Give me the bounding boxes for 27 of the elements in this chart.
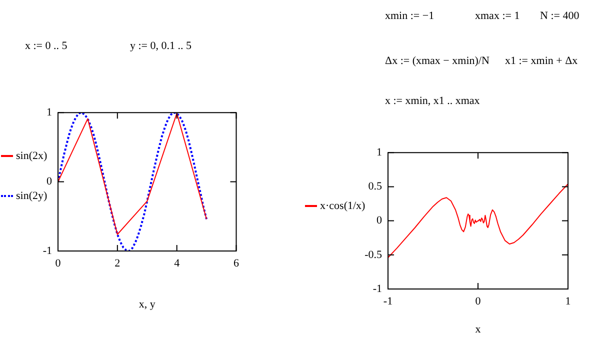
y-tick-label: 0 — [376, 214, 382, 227]
text: xmax := 1 — [475, 10, 520, 22]
text: xmin := −1 — [385, 10, 434, 22]
x-tick-label: 0 — [475, 295, 482, 308]
x-tick-label: 4 — [174, 257, 180, 270]
y-tick-label: -1 — [42, 244, 52, 257]
legend-label: x·cos(1/x) — [320, 200, 366, 212]
text: Δx := (xmax − xmin)/N — [385, 55, 490, 67]
y-tick-label: -1 — [372, 282, 382, 295]
x-tick-label: 0 — [55, 257, 62, 270]
y-tick-label: 0.5 — [368, 180, 382, 193]
y-tick-label: 0 — [46, 176, 52, 188]
x-axis-title: x, y — [138, 298, 156, 310]
y-tick-label: -0.5 — [364, 248, 382, 261]
legend-label: sin(2y) — [16, 190, 48, 202]
y-tick-label: 1 — [46, 106, 52, 118]
x-axis-title: x — [475, 323, 482, 336]
text: x := xmin, x1 .. xmax — [385, 95, 480, 107]
x-tick-label: 1 — [565, 295, 571, 308]
text: x1 := xmin + Δx — [505, 55, 578, 67]
y-tick-label: 1 — [376, 146, 382, 158]
text: x := 0 .. 5 — [25, 40, 68, 52]
text: N := 400 — [540, 10, 580, 22]
x-tick-label: 2 — [114, 257, 120, 270]
legend-label: sin(2x) — [16, 150, 48, 162]
x-tick-label: 6 — [234, 257, 240, 270]
text: y := 0, 0.1 .. 5 — [130, 40, 192, 52]
